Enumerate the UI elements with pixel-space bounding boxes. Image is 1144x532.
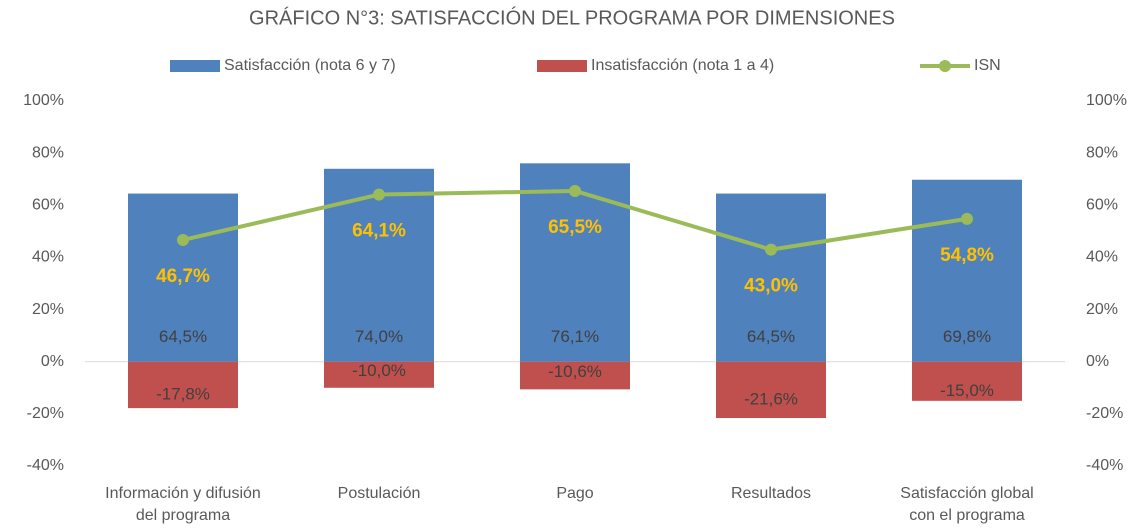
- y-tick-label: -40%: [27, 457, 64, 474]
- y-tick-label: 80%: [32, 144, 64, 161]
- x-tick-label: Pago: [556, 485, 593, 502]
- bar: [128, 361, 238, 409]
- line-value-label: 65,5%: [548, 217, 602, 238]
- line-point: [569, 184, 581, 197]
- x-tick-line: Satisfacción global: [900, 485, 1033, 502]
- line-point: [961, 212, 973, 225]
- bar: [128, 193, 238, 362]
- y-tick-label: 20%: [32, 301, 64, 318]
- bar: [912, 179, 1022, 362]
- legend-swatch-point: [939, 60, 951, 72]
- legend-swatch: [537, 60, 587, 72]
- bar-value-label: -17,8%: [156, 384, 210, 403]
- bar: [716, 193, 826, 362]
- x-tick-line: con el programa: [909, 507, 1025, 524]
- bar: [912, 361, 1022, 401]
- legend-label: Satisfacción (nota 6 y 7): [224, 57, 396, 74]
- bar: [324, 168, 434, 362]
- legend-label: ISN: [974, 57, 1001, 74]
- x-tick-label: Satisfacción global con el programa: [900, 485, 1033, 524]
- bar-value-label: -10,6%: [548, 362, 602, 381]
- bar-value-label: -15,0%: [940, 381, 994, 400]
- y-tick-label: 100%: [23, 92, 64, 109]
- bar: [520, 361, 630, 390]
- x-tick-label: Resultados: [731, 485, 811, 502]
- y2-tick-label: 100%: [1086, 92, 1127, 109]
- chart-title: GRÁFICO N°3: SATISFACCIÓN DEL PROGRAMA P…: [249, 6, 895, 29]
- bar: [716, 361, 826, 419]
- x-tick-line: del programa: [136, 507, 230, 524]
- legend-swatch: [170, 60, 220, 72]
- line-value-label: 54,8%: [940, 245, 994, 266]
- line-point: [177, 233, 189, 246]
- bar-value-label: 64,5%: [159, 327, 207, 346]
- y2-tick-label: 60%: [1086, 197, 1118, 214]
- bar-value-label: 74,0%: [355, 327, 403, 346]
- x-tick-line: Información y difusión: [105, 485, 261, 502]
- line-point: [373, 188, 385, 201]
- bar-value-label: -21,6%: [744, 389, 798, 408]
- line-point: [765, 243, 777, 256]
- y2-tick-label: 20%: [1086, 301, 1118, 318]
- line-value-label: 46,7%: [156, 266, 210, 287]
- y2-tick-label: -40%: [1086, 457, 1123, 474]
- x-tick-label: Postulación: [338, 485, 421, 502]
- y-tick-label: 60%: [32, 197, 64, 214]
- y2-tick-label: 0%: [1086, 353, 1109, 370]
- legend-label: Insatisfacción (nota 1 a 4): [591, 57, 774, 74]
- y2-tick-label: -20%: [1086, 405, 1123, 422]
- y-tick-label: 0%: [41, 353, 64, 370]
- bar-value-label: 69,8%: [943, 327, 991, 346]
- y-tick-label: 40%: [32, 249, 64, 266]
- bar-value-label: -10,0%: [352, 361, 406, 380]
- bar: [324, 361, 434, 388]
- x-tick-label: Información y difusión del programa: [105, 485, 261, 524]
- bar-value-label: 76,1%: [551, 327, 599, 346]
- bar-value-label: 64,5%: [747, 327, 795, 346]
- y2-tick-label: 80%: [1086, 144, 1118, 161]
- line-value-label: 43,0%: [744, 276, 798, 297]
- y2-tick-label: 40%: [1086, 249, 1118, 266]
- y-tick-label: -20%: [27, 405, 64, 422]
- line-value-label: 64,1%: [352, 221, 406, 242]
